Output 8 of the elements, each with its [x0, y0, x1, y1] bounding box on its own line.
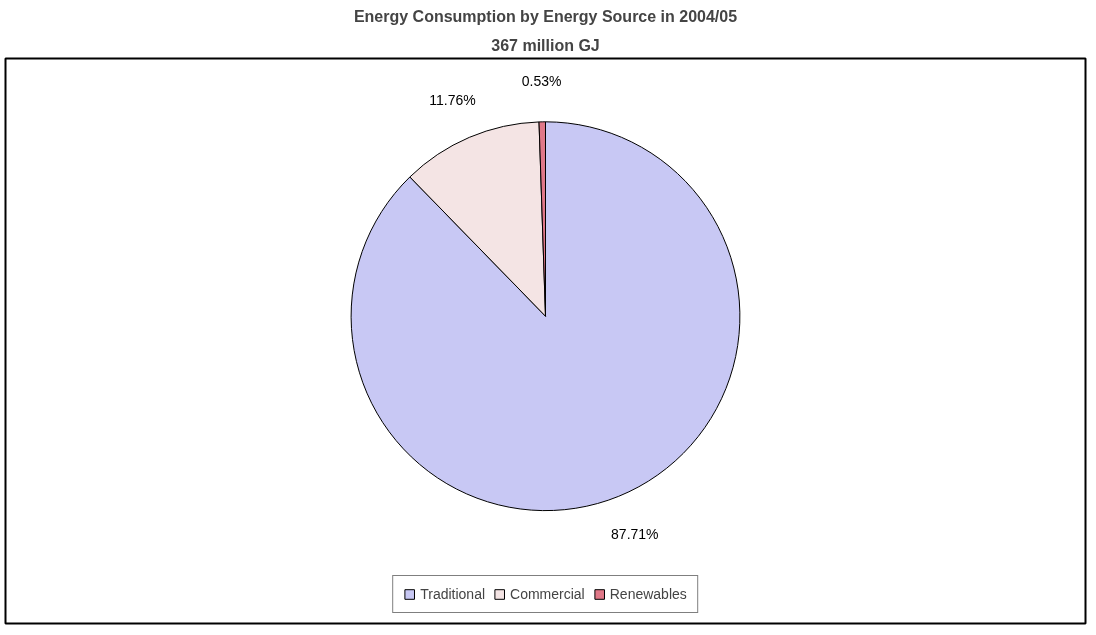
data-label: 11.76%	[429, 91, 476, 108]
legend-label: Commercial	[510, 586, 585, 602]
legend-label: Renewables	[609, 586, 687, 602]
legend-label: Traditional	[420, 586, 486, 602]
chart-subtitle: 367 million GJ	[491, 36, 600, 54]
chart-title: Energy Consumption by Energy Source in 2004/05	[353, 7, 738, 25]
data-label: 87.71%	[611, 526, 659, 542]
data-label: 0.53%	[521, 73, 562, 90]
